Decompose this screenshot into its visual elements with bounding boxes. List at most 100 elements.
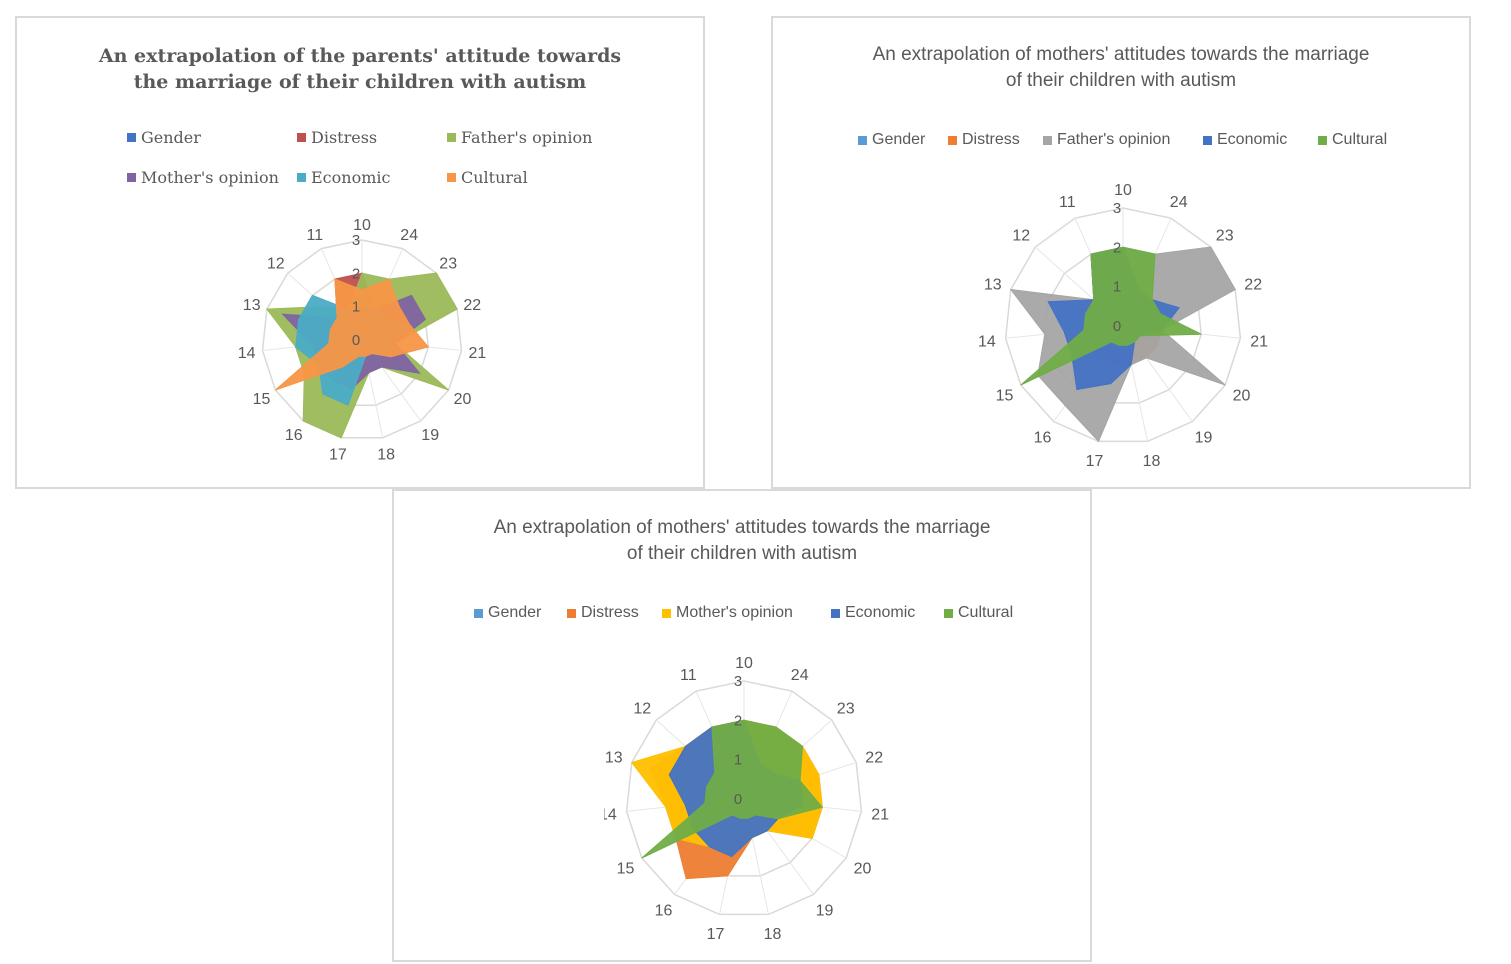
legend-swatch (447, 173, 456, 182)
category-label: 12 (267, 255, 285, 272)
legend-item-cultural: Cultural (944, 604, 1013, 622)
category-label: 13 (984, 277, 1002, 294)
chart-title-line-1: An extrapolation of the parents' attitud… (98, 45, 622, 67)
category-label: 14 (238, 345, 256, 362)
category-label: 22 (865, 750, 883, 767)
category-label: 24 (400, 227, 418, 244)
category-label: 16 (285, 427, 303, 444)
legend-item-cultural: Cultural (447, 168, 528, 187)
category-label: 10 (735, 655, 753, 672)
category-label: 15 (996, 387, 1014, 404)
chart-title-line-1: An extrapolation of mothers' attitudes t… (872, 44, 1370, 65)
legend-swatch (662, 608, 671, 618)
chart-title-line-2: of their children with autism (1005, 70, 1237, 91)
chart-panel-parents: An extrapolation of the parents' attitud… (15, 16, 705, 489)
category-label: 21 (1250, 333, 1268, 350)
category-label: 18 (377, 447, 395, 464)
legend-label: Economic (1217, 131, 1288, 148)
category-label: 18 (1143, 453, 1161, 470)
radial-tick-label: 2 (352, 265, 360, 282)
grid-ring (625, 680, 863, 916)
category-label: 11 (306, 227, 323, 244)
chart-title-line-2: the marriage of their children with auti… (133, 71, 587, 93)
legend-label: Distress (581, 604, 639, 621)
category-label: 19 (421, 427, 439, 444)
category-label: 13 (605, 750, 623, 767)
legend-label: Cultural (1332, 131, 1388, 148)
category-label: 24 (1170, 194, 1188, 211)
category-label: 22 (463, 297, 481, 314)
category-label: 16 (1034, 430, 1052, 447)
legend-item-distress: Distress (297, 128, 377, 147)
legend-item-economic: Economic (831, 604, 915, 622)
legend-item-gender: Gender (858, 131, 925, 149)
category-label: 23 (1216, 227, 1234, 244)
legend-label: Mother's opinion (141, 168, 279, 187)
legend-item-economic: Economic (297, 168, 390, 187)
category-label: 14 (604, 806, 617, 823)
legend-swatch (127, 173, 136, 182)
category-label: 12 (1012, 227, 1030, 244)
legend-swatch (567, 608, 576, 618)
legend-label: Economic (845, 604, 916, 621)
category-label: 19 (816, 903, 834, 920)
category-label: 13 (243, 297, 261, 314)
radial-tick-label: 1 (352, 299, 360, 316)
legend-swatch (297, 173, 306, 182)
chart-panel-mothers-2: An extrapolation of mothers' attitudes t… (392, 489, 1092, 962)
radial-tick-label: 2 (734, 712, 742, 729)
category-label: 14 (978, 333, 996, 350)
legend-swatch (127, 133, 136, 142)
category-label: 15 (617, 860, 635, 877)
category-label: 15 (253, 391, 271, 408)
radial-tick-label: 1 (734, 752, 742, 769)
legend-swatch (1203, 135, 1212, 145)
legend-swatch (948, 135, 957, 145)
legend-swatch (858, 135, 867, 145)
series-area-cultural (641, 719, 824, 859)
chart-panel-mothers-1: An extrapolation of mothers' attitudes t… (771, 16, 1471, 489)
legend-item-father-s-opinion: Father's opinion (1043, 131, 1170, 149)
category-label: 11 (1059, 194, 1076, 211)
radial-tick-label: 0 (352, 332, 360, 349)
legend-item-distress: Distress (567, 604, 639, 622)
legend-swatch (1043, 135, 1052, 145)
legend-item-mother-s-opinion: Mother's opinion (127, 168, 279, 187)
radial-tick-label: 2 (1113, 239, 1121, 256)
category-label: 18 (764, 926, 782, 943)
legend-swatch (831, 608, 840, 618)
legend-swatch (447, 133, 456, 142)
legend-label: Cultural (958, 604, 1014, 621)
category-label: 21 (469, 345, 487, 362)
category-label: 23 (837, 700, 855, 717)
radial-tick-label: 3 (1113, 200, 1121, 217)
legend-label: Gender (872, 131, 926, 148)
category-label: 24 (791, 667, 809, 684)
legend-label: Gender (488, 604, 542, 621)
radial-tick-label: 0 (734, 791, 742, 808)
legend-item-gender: Gender (127, 128, 201, 147)
legend-item-distress: Distress (948, 131, 1020, 149)
category-label: 11 (680, 667, 697, 684)
category-label: 19 (1195, 430, 1213, 447)
chart-title: An extrapolation of mothers' attitudes t… (773, 42, 1469, 94)
legend-label: Mother's opinion (676, 604, 793, 621)
legend-item-father-s-opinion: Father's opinion (447, 128, 592, 147)
legend-item-economic: Economic (1203, 131, 1287, 149)
category-label: 10 (1114, 182, 1132, 199)
radial-tick-label: 1 (1113, 279, 1121, 296)
category-label: 16 (655, 903, 673, 920)
legend-label: Cultural (461, 168, 528, 187)
category-label: 17 (1086, 453, 1104, 470)
legend-swatch (1318, 135, 1327, 145)
chart-title: An extrapolation of the parents' attitud… (17, 43, 703, 95)
chart-title: An extrapolation of mothers' attitudes t… (394, 515, 1090, 567)
chart-title-line-1: An extrapolation of mothers' attitudes t… (493, 517, 991, 538)
radial-tick-label: 3 (352, 232, 360, 249)
legend-label: Distress (311, 128, 378, 147)
chart-title-line-2: of their children with autism (626, 543, 858, 564)
category-label: 17 (707, 926, 725, 943)
